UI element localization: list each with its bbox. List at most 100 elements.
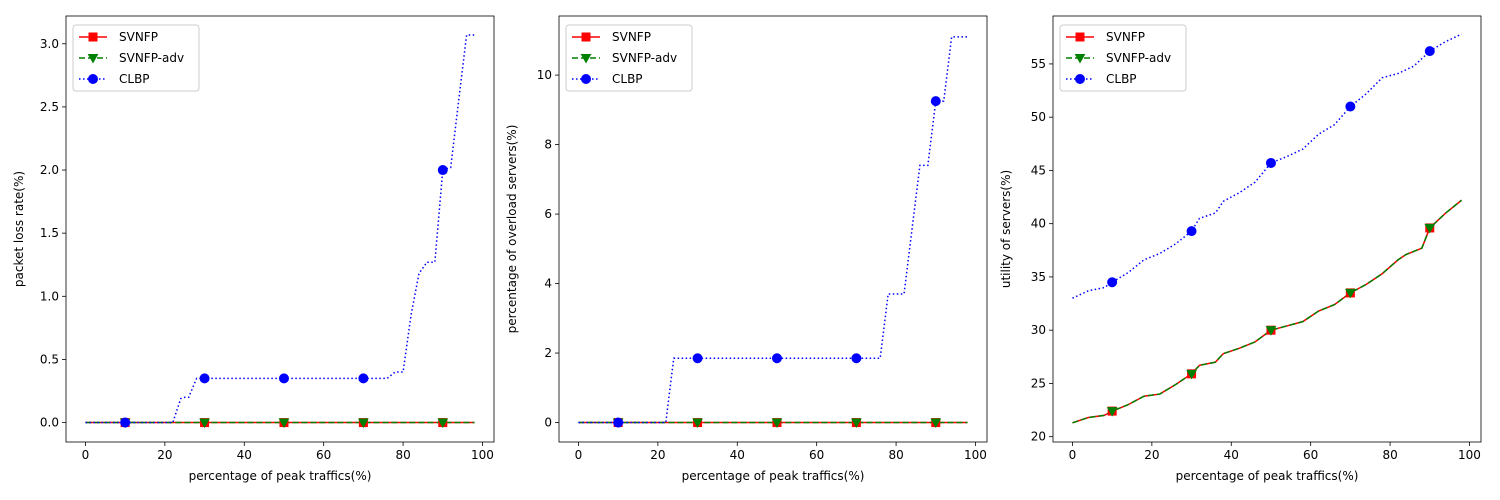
legend-marker: [88, 32, 98, 42]
x-tick-label: 40: [1224, 448, 1239, 462]
legend-box: [1059, 24, 1187, 92]
series-line-clbp: [578, 36, 968, 424]
data-point-clbp: [199, 373, 210, 384]
chart-3: 0 20 40 60 80 100 20 25 30 35 40 45 50 55 percentage o…: [999, 15, 1482, 483]
data-point-clbp: [358, 373, 369, 384]
y-tick-label: 20: [1031, 430, 1046, 444]
series-line-svnfp: [1072, 199, 1463, 424]
x-tick-label: 80: [888, 448, 903, 462]
y-tick-label: 45: [1031, 163, 1046, 177]
legend-label: CLBP: [1106, 72, 1137, 86]
data-point-svnfp-adv: [692, 418, 703, 429]
data-point-svnfp-adv: [358, 418, 369, 429]
legend-marker: [1074, 54, 1086, 64]
legend-marker: [580, 54, 592, 64]
data-point-svnfp-adv: [1265, 326, 1277, 336]
legend: SVNFP SVNFP-adv CLBP: [1059, 24, 1187, 92]
y-tick-label: 35: [1031, 270, 1046, 284]
data-point-svnfp-adv: [437, 418, 449, 429]
x-tick-label: 20: [1144, 448, 1159, 462]
x-tick-label: 80: [395, 448, 410, 462]
y-tick-label: 1.0: [40, 289, 59, 303]
y-axis-label: packet loss rate(%): [12, 171, 26, 287]
x-tick-label: 100: [1458, 448, 1481, 462]
legend-marker: [1075, 32, 1085, 42]
legend-box: [72, 24, 200, 92]
y-tick-label: 0: [544, 416, 552, 430]
y-tick-label: 40: [1031, 217, 1046, 231]
y-tick-label: 50: [1031, 110, 1046, 124]
data-point-svnfp-adv: [1106, 407, 1118, 417]
x-tick-label: 20: [650, 448, 665, 462]
legend-marker: [581, 32, 591, 42]
data-point-svnfp-adv: [771, 418, 783, 429]
data-point-svnfp-adv: [851, 418, 862, 429]
x-tick-label: 0: [82, 448, 90, 462]
legend-label: SVNFP: [612, 30, 651, 44]
axes-frame: [65, 15, 495, 443]
data-point-clbp: [120, 417, 131, 428]
legend: SVNFP SVNFP-adv CLBP: [72, 24, 200, 92]
data-point-svnfp-adv: [1186, 369, 1197, 380]
legend-label: SVNFP-adv: [119, 51, 184, 65]
legend-label: SVNFP-adv: [1106, 51, 1171, 65]
x-tick-label: 100: [471, 448, 494, 462]
legend-box: [565, 24, 693, 92]
axes-frame: [1052, 15, 1482, 443]
y-tick-label: 1.5: [40, 226, 59, 240]
data-point-svnfp-adv: [1345, 288, 1356, 299]
x-tick-label: 40: [237, 448, 252, 462]
legend-label: CLBP: [119, 72, 150, 86]
x-tick-label: 40: [730, 448, 745, 462]
data-point-svnfp-adv: [1424, 223, 1436, 234]
data-point-clbp: [930, 96, 941, 107]
legend-marker: [88, 74, 98, 84]
y-tick-label: 2.5: [40, 100, 59, 114]
data-point-clbp: [278, 373, 289, 384]
series-line-clbp: [1072, 33, 1462, 299]
legend: SVNFP SVNFP-adv CLBP: [565, 24, 693, 92]
y-tick-label: 6: [544, 207, 552, 221]
y-axis-label: percentage of overload servers(%): [505, 125, 519, 334]
y-axis-label: utility of servers(%): [999, 170, 1013, 288]
legend-marker: [1075, 74, 1085, 84]
y-tick-label: 30: [1031, 323, 1046, 337]
plot-area: [1072, 33, 1463, 424]
x-tick-label: 60: [1303, 448, 1318, 462]
y-tick-label: 3.0: [40, 37, 59, 51]
data-point-clbp: [1345, 101, 1356, 112]
data-point-clbp: [851, 353, 862, 364]
x-tick-label: 0: [575, 448, 583, 462]
plot-area: [578, 36, 968, 429]
y-tick-label: 2: [544, 346, 552, 360]
x-axis-label: percentage of peak traffics(%): [1176, 469, 1359, 483]
y-tick-label: 8: [544, 138, 552, 152]
series-line-clbp: [85, 34, 475, 424]
data-point-clbp: [1265, 157, 1276, 168]
data-point-clbp: [437, 165, 448, 176]
x-tick-label: 60: [809, 448, 824, 462]
x-tick-label: 0: [1069, 448, 1077, 462]
data-point-svnfp-adv: [199, 418, 210, 429]
x-axis-label: percentage of peak traffics(%): [682, 469, 865, 483]
legend-marker: [87, 54, 99, 64]
series-line-svnfp-adv: [1072, 199, 1463, 424]
x-tick-label: 20: [157, 448, 172, 462]
y-tick-label: 25: [1031, 376, 1046, 390]
y-tick-label: 4: [544, 277, 552, 291]
plot-area: [85, 34, 475, 429]
x-tick-label: 80: [1382, 448, 1397, 462]
y-tick-label: 55: [1031, 57, 1046, 71]
legend-label: SVNFP-adv: [612, 51, 677, 65]
data-point-clbp: [692, 353, 703, 364]
x-tick-label: 100: [964, 448, 987, 462]
legend-marker: [581, 74, 591, 84]
axes-frame: [558, 15, 988, 443]
legend-label: SVNFP: [1106, 30, 1145, 44]
y-tick-label: 10: [537, 68, 552, 82]
data-point-clbp: [1186, 226, 1197, 237]
data-point-svnfp-adv: [930, 418, 942, 429]
chart-1: 0 20 40 60 80 100 0.0 0.5 1.0 1.5 2.0 2.5 3.0 percent…: [12, 15, 495, 483]
data-point-clbp: [771, 353, 782, 364]
